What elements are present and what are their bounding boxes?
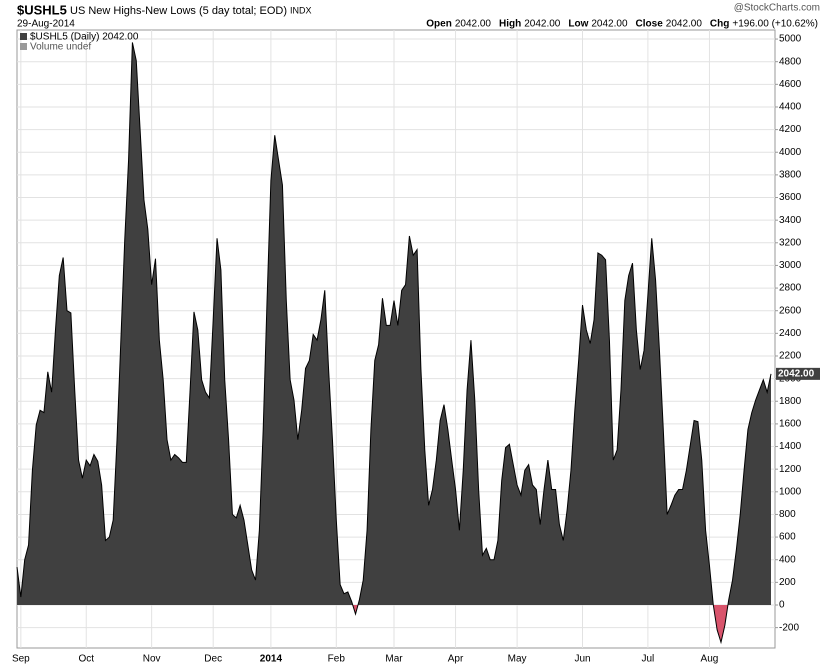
y-tick-label: 4200 xyxy=(779,124,802,135)
x-tick-label: Feb xyxy=(328,654,346,665)
instrument-name: US New Highs-New Lows (5 day total; EOD) xyxy=(70,5,287,17)
y-tick-label: 3400 xyxy=(779,215,802,226)
x-tick-label: Dec xyxy=(204,654,222,665)
y-tick-label: 600 xyxy=(779,532,796,543)
y-tick-label: 1000 xyxy=(779,486,802,497)
y-tick-label: 5000 xyxy=(779,34,802,45)
date: 29-Aug-2014 xyxy=(17,19,75,30)
last-value-box xyxy=(776,367,820,380)
exchange: INDX xyxy=(290,5,312,15)
y-tick-label: 1600 xyxy=(779,419,802,430)
quote-value: 2042.00 xyxy=(666,19,703,30)
legend-volume: Volume undef xyxy=(30,42,91,53)
y-tick-label: 0 xyxy=(779,600,785,611)
y-tick-label: 1800 xyxy=(779,396,802,407)
y-tick-label: 2800 xyxy=(779,283,802,294)
x-tick-label: Jun xyxy=(574,654,590,665)
legend-swatch xyxy=(20,33,27,40)
y-tick-label: 2200 xyxy=(779,351,802,362)
y-tick-label: 1400 xyxy=(779,441,802,452)
x-tick-label: Aug xyxy=(701,654,719,665)
x-tick-label: Mar xyxy=(385,654,403,665)
x-tick-label: Apr xyxy=(448,654,464,665)
x-tick-label: Nov xyxy=(143,654,161,665)
legend-swatch xyxy=(20,43,27,50)
quote-value: 2042.00 xyxy=(455,19,492,30)
y-tick-label: 4800 xyxy=(779,56,802,67)
quote: +196.00 (+10.62%)Chg2042.00Close2042.00L… xyxy=(426,19,818,30)
quote-label: Chg xyxy=(710,19,729,30)
plot-frame xyxy=(16,29,776,649)
y-tick-label: 200 xyxy=(779,577,796,588)
y-tick-label: -200 xyxy=(779,622,799,633)
quote-label: Close xyxy=(636,19,664,30)
quote-value: 2042.00 xyxy=(524,19,561,30)
quote-value: 2042.00 xyxy=(591,19,628,30)
y-tick-label: 1200 xyxy=(779,464,802,475)
quote-label: High xyxy=(499,19,521,30)
y-tick-label: 2600 xyxy=(779,305,802,316)
x-tick-label: May xyxy=(508,654,527,665)
plot xyxy=(16,30,778,648)
y-tick-label: 2400 xyxy=(779,328,802,339)
symbol: $USHL5 xyxy=(17,2,67,17)
y-tick-label: 400 xyxy=(779,554,796,565)
x-tick-label: Sep xyxy=(12,654,30,665)
y-tick-label: 3000 xyxy=(779,260,802,271)
y-tick-label: 4600 xyxy=(779,79,802,90)
area xyxy=(17,42,771,605)
quote-label: Low xyxy=(568,19,588,30)
y-tick-label: 800 xyxy=(779,509,796,520)
x-tick-label: 2014 xyxy=(260,654,283,665)
quote-label: Open xyxy=(426,19,452,30)
legend-entry: $USHL5 (Daily) 2042.00 xyxy=(30,32,139,43)
y-tick-label: 3600 xyxy=(779,192,802,203)
y-tick-label: 3200 xyxy=(779,237,802,248)
quote-value: +196.00 (+10.62%) xyxy=(732,19,818,30)
last-value-label: 2042.00 xyxy=(778,369,815,380)
line xyxy=(16,42,772,645)
x-tick-label: Jul xyxy=(641,654,654,665)
x-tick-label: Oct xyxy=(78,654,94,665)
y-tick-label: 4400 xyxy=(779,102,802,113)
y-tick-label: 3800 xyxy=(779,170,802,181)
credit: @StockCharts.com xyxy=(734,3,820,14)
y-tick-label: 4000 xyxy=(779,147,802,158)
